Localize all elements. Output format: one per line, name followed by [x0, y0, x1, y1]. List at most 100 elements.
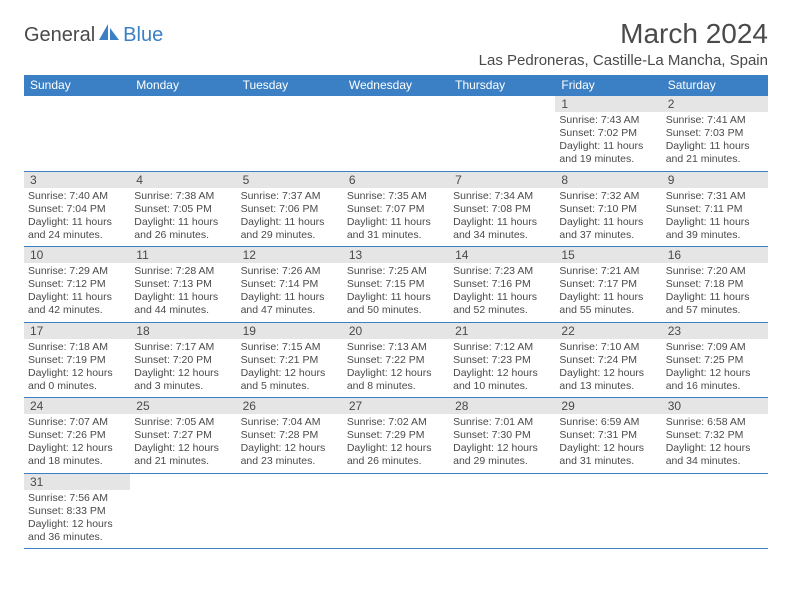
day-number: 15 [555, 247, 661, 263]
calendar-day-cell: 22Sunrise: 7:10 AMSunset: 7:24 PMDayligh… [555, 322, 661, 398]
sunrise-text: Sunrise: 7:28 AM [134, 265, 232, 278]
daylight-text: Daylight: 12 hours and 3 minutes. [134, 367, 232, 393]
sunrise-text: Sunrise: 7:31 AM [666, 190, 764, 203]
calendar-table: SundayMondayTuesdayWednesdayThursdayFrid… [24, 75, 768, 549]
day-details: Sunrise: 7:26 AMSunset: 7:14 PMDaylight:… [237, 263, 343, 322]
day-details: Sunrise: 7:07 AMSunset: 7:26 PMDaylight:… [24, 414, 130, 473]
sunset-text: Sunset: 7:05 PM [134, 203, 232, 216]
sunrise-text: Sunrise: 7:32 AM [559, 190, 657, 203]
weekday-header: Thursday [449, 75, 555, 96]
sunrise-text: Sunrise: 7:07 AM [28, 416, 126, 429]
calendar-day-cell: 29Sunrise: 6:59 AMSunset: 7:31 PMDayligh… [555, 398, 661, 474]
calendar-week-row: 1Sunrise: 7:43 AMSunset: 7:02 PMDaylight… [24, 96, 768, 172]
sunset-text: Sunset: 7:11 PM [666, 203, 764, 216]
calendar-day-cell: 26 Sunrise: 7:04 AMSunset: 7:28 PMDayligh… [237, 398, 343, 474]
day-number: 5 [237, 172, 343, 188]
sunrise-text: Sunrise: 7:29 AM [28, 265, 126, 278]
day-number: 29 [555, 398, 661, 414]
calendar-week-row: 10Sunrise: 7:29 AMSunset: 7:12 PMDayligh… [24, 247, 768, 323]
daylight-text: Daylight: 12 hours and 21 minutes. [134, 442, 232, 468]
calendar-empty-cell [237, 96, 343, 172]
calendar-empty-cell [662, 473, 768, 549]
day-details: Sunrise: 7:31 AMSunset: 7:11 PMDaylight:… [662, 188, 768, 247]
sunset-text: Sunset: 7:23 PM [453, 354, 551, 367]
calendar-day-cell: 17Sunrise: 7:18 AMSunset: 7:19 PMDayligh… [24, 322, 130, 398]
sunset-text: Sunset: 7:31 PM [559, 429, 657, 442]
day-details: Sunrise: 7:17 AMSunset: 7:20 PMDaylight:… [130, 339, 236, 398]
weekday-header: Saturday [662, 75, 768, 96]
sunrise-text: Sunrise: 7:15 AM [241, 341, 339, 354]
day-details: Sunrise: 7:40 AMSunset: 7:04 PMDaylight:… [24, 188, 130, 247]
day-details: Sunrise: 6:59 AMSunset: 7:31 PMDaylight:… [555, 414, 661, 473]
day-number: 12 [237, 247, 343, 263]
day-details: Sunrise: 7:10 AMSunset: 7:24 PMDaylight:… [555, 339, 661, 398]
calendar-empty-cell [130, 96, 236, 172]
sunset-text: Sunset: 7:25 PM [666, 354, 764, 367]
day-number: 6 [343, 172, 449, 188]
title-block: March 2024 Las Pedroneras, Castille-La M… [479, 18, 768, 69]
weekday-header: Monday [130, 75, 236, 96]
logo-sail-icon [99, 24, 121, 47]
day-number: 3 [24, 172, 130, 188]
day-number: 26 [237, 398, 343, 414]
day-number: 27 [343, 398, 449, 414]
daylight-text: Daylight: 11 hours and 52 minutes. [453, 291, 551, 317]
day-number: 21 [449, 323, 555, 339]
sunrise-text: Sunrise: 7:34 AM [453, 190, 551, 203]
day-details: Sunrise: 7:21 AMSunset: 7:17 PMDaylight:… [555, 263, 661, 322]
day-details: Sunrise: 7:37 AMSunset: 7:06 PMDaylight:… [237, 188, 343, 247]
day-number: 14 [449, 247, 555, 263]
calendar-day-cell: 6Sunrise: 7:35 AMSunset: 7:07 PMDaylight… [343, 171, 449, 247]
daylight-text: Daylight: 11 hours and 42 minutes. [28, 291, 126, 317]
sunrise-text: Sunrise: 7:41 AM [666, 114, 764, 127]
day-number: 31 [24, 474, 130, 490]
sunrise-text: Sunrise: 7:37 AM [241, 190, 339, 203]
calendar-day-cell: 1Sunrise: 7:43 AMSunset: 7:02 PMDaylight… [555, 96, 661, 172]
sunrise-text: Sunrise: 7:17 AM [134, 341, 232, 354]
calendar-day-cell: 9Sunrise: 7:31 AMSunset: 7:11 PMDaylight… [662, 171, 768, 247]
calendar-empty-cell [555, 473, 661, 549]
daylight-text: Daylight: 11 hours and 55 minutes. [559, 291, 657, 317]
sunset-text: Sunset: 7:03 PM [666, 127, 764, 140]
daylight-text: Daylight: 12 hours and 18 minutes. [28, 442, 126, 468]
calendar-empty-cell [449, 473, 555, 549]
daylight-text: Daylight: 11 hours and 19 minutes. [559, 140, 657, 166]
sunset-text: Sunset: 7:26 PM [28, 429, 126, 442]
sunset-text: Sunset: 7:20 PM [134, 354, 232, 367]
day-details: Sunrise: 7:15 AMSunset: 7:21 PMDaylight:… [237, 339, 343, 398]
day-number: 1 [555, 96, 661, 112]
daylight-text: Daylight: 12 hours and 26 minutes. [347, 442, 445, 468]
sunrise-text: Sunrise: 7:04 AM [241, 416, 339, 429]
calendar-day-cell: 24Sunrise: 7:07 AMSunset: 7:26 PMDayligh… [24, 398, 130, 474]
daylight-text: Daylight: 11 hours and 21 minutes. [666, 140, 764, 166]
daylight-text: Daylight: 11 hours and 24 minutes. [28, 216, 126, 242]
day-number: 8 [555, 172, 661, 188]
daylight-text: Daylight: 11 hours and 39 minutes. [666, 216, 764, 242]
logo-text-blue: Blue [123, 24, 163, 47]
day-details: Sunrise: 7:20 AMSunset: 7:18 PMDaylight:… [662, 263, 768, 322]
day-number: 13 [343, 247, 449, 263]
daylight-text: Daylight: 11 hours and 57 minutes. [666, 291, 764, 317]
calendar-header-row: SundayMondayTuesdayWednesdayThursdayFrid… [24, 75, 768, 96]
calendar-day-cell: 20Sunrise: 7:13 AMSunset: 7:22 PMDayligh… [343, 322, 449, 398]
calendar-day-cell: 18Sunrise: 7:17 AMSunset: 7:20 PMDayligh… [130, 322, 236, 398]
calendar-day-cell: 25Sunrise: 7:05 AMSunset: 7:27 PMDayligh… [130, 398, 236, 474]
day-details: Sunrise: 7:35 AMSunset: 7:07 PMDaylight:… [343, 188, 449, 247]
daylight-text: Daylight: 11 hours and 29 minutes. [241, 216, 339, 242]
day-number: 23 [662, 323, 768, 339]
logo: General Blue [24, 24, 163, 47]
sunset-text: Sunset: 7:14 PM [241, 278, 339, 291]
day-details: Sunrise: 7:12 AMSunset: 7:23 PMDaylight:… [449, 339, 555, 398]
sunrise-text: Sunrise: 7:18 AM [28, 341, 126, 354]
day-number: 24 [24, 398, 130, 414]
sunrise-text: Sunrise: 6:58 AM [666, 416, 764, 429]
calendar-day-cell: 19Sunrise: 7:15 AMSunset: 7:21 PMDayligh… [237, 322, 343, 398]
daylight-text: Daylight: 12 hours and 23 minutes. [241, 442, 339, 468]
daylight-text: Daylight: 11 hours and 26 minutes. [134, 216, 232, 242]
daylight-text: Daylight: 12 hours and 8 minutes. [347, 367, 445, 393]
calendar-day-cell: 2Sunrise: 7:41 AMSunset: 7:03 PMDaylight… [662, 96, 768, 172]
day-details: Sunrise: 7:05 AMSunset: 7:27 PMDaylight:… [130, 414, 236, 473]
calendar-day-cell: 8Sunrise: 7:32 AMSunset: 7:10 PMDaylight… [555, 171, 661, 247]
sunset-text: Sunset: 7:18 PM [666, 278, 764, 291]
sunset-text: Sunset: 7:28 PM [241, 429, 339, 442]
